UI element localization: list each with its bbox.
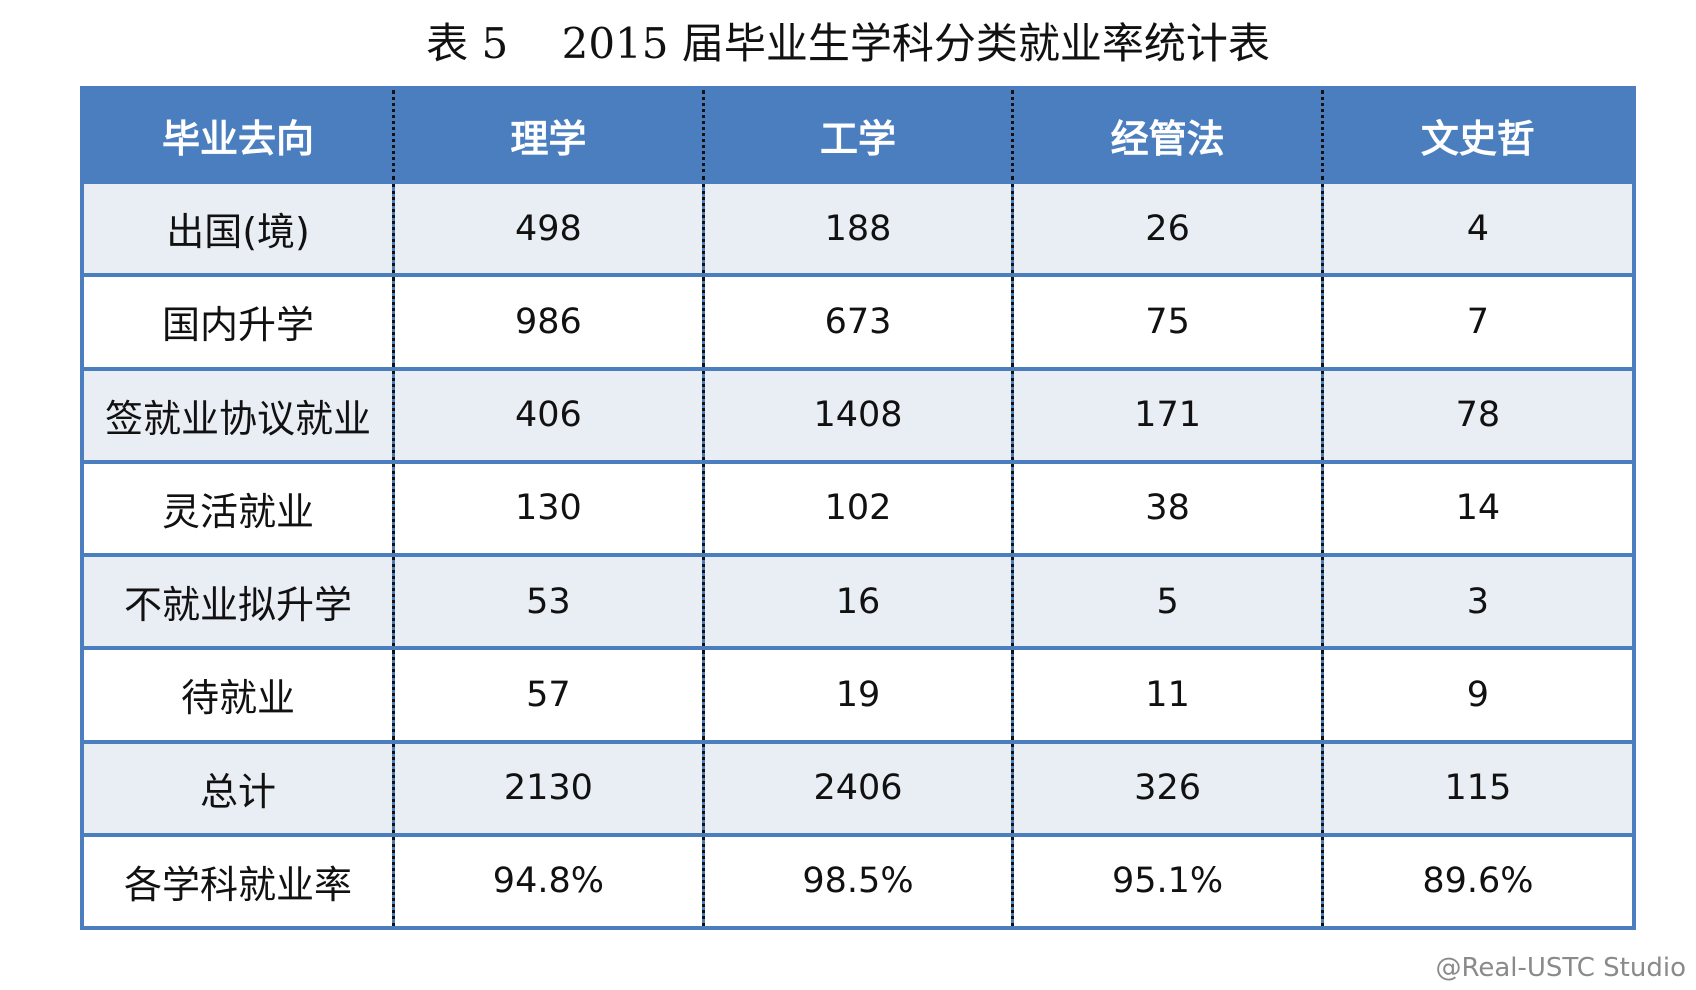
row-label: 待就业 <box>84 646 394 742</box>
table-row: 不就业拟升学 53 16 5 3 <box>84 552 1632 649</box>
table-cell: 3 <box>1320 552 1632 649</box>
header-row: 毕业去向 理学 工学 经管法 文史哲 <box>84 90 1632 184</box>
table-cell: 95.1% <box>1011 832 1323 926</box>
studio-watermark: @Real-USTC Studio <box>1435 953 1686 983</box>
table-row: 总计 2130 2406 326 115 <box>84 739 1632 835</box>
header-econ-mgmt-law: 经管法 <box>1011 90 1323 184</box>
table-cell: 75 <box>1011 273 1323 369</box>
header-humanities: 文史哲 <box>1320 90 1632 184</box>
row-label: 签就业协议就业 <box>84 366 394 462</box>
row-label: 国内升学 <box>84 273 394 369</box>
table-row: 出国(境) 498 188 26 4 <box>84 179 1632 276</box>
table-cell: 94.8% <box>392 832 704 926</box>
header-engineering: 工学 <box>701 90 1013 184</box>
table-row: 待就业 57 19 11 9 <box>84 646 1632 742</box>
table-cell: 2130 <box>392 739 704 835</box>
table-cell: 26 <box>1011 179 1323 276</box>
table-cell: 171 <box>1011 366 1323 462</box>
table-cell: 4 <box>1320 179 1632 276</box>
table-cell: 14 <box>1320 459 1632 555</box>
row-label: 不就业拟升学 <box>84 552 394 649</box>
table-row: 各学科就业率 94.8% 98.5% 95.1% 89.6% <box>84 832 1632 926</box>
table-cell: 673 <box>701 273 1013 369</box>
stats-table-frame: 毕业去向 理学 工学 经管法 文史哲 出国(境) 498 188 26 4 国内… <box>80 86 1636 930</box>
row-label: 各学科就业率 <box>84 832 394 926</box>
employment-stats-table: 毕业去向 理学 工学 经管法 文史哲 出国(境) 498 188 26 4 国内… <box>84 90 1632 926</box>
header-science: 理学 <box>392 90 704 184</box>
table-cell: 986 <box>392 273 704 369</box>
table-cell: 89.6% <box>1320 832 1632 926</box>
header-destination: 毕业去向 <box>84 90 394 184</box>
table-cell: 53 <box>392 552 704 649</box>
table-cell: 7 <box>1320 273 1632 369</box>
table-cell: 406 <box>392 366 704 462</box>
table-cell: 57 <box>392 646 704 742</box>
table-cell: 11 <box>1011 646 1323 742</box>
table-title: 表 5 2015 届毕业生学科分类就业率统计表 <box>426 19 1270 68</box>
table-cell: 5 <box>1011 552 1323 649</box>
table-cell: 115 <box>1320 739 1632 835</box>
table-cell: 498 <box>392 179 704 276</box>
table-cell: 1408 <box>701 366 1013 462</box>
table-cell: 130 <box>392 459 704 555</box>
table-cell: 102 <box>701 459 1013 555</box>
table-cell: 78 <box>1320 366 1632 462</box>
row-label: 总计 <box>84 739 394 835</box>
table-cell: 2406 <box>701 739 1013 835</box>
table-cell: 19 <box>701 646 1013 742</box>
row-label: 出国(境) <box>84 179 394 276</box>
table-cell: 38 <box>1011 459 1323 555</box>
table-cell: 9 <box>1320 646 1632 742</box>
table-cell: 16 <box>701 552 1013 649</box>
table-row: 灵活就业 130 102 38 14 <box>84 459 1632 555</box>
table-cell: 98.5% <box>701 832 1013 926</box>
table-row: 签就业协议就业 406 1408 171 78 <box>84 366 1632 462</box>
row-label: 灵活就业 <box>84 459 394 555</box>
table-row: 国内升学 986 673 75 7 <box>84 273 1632 369</box>
table-cell: 188 <box>701 179 1013 276</box>
table-cell: 326 <box>1011 739 1323 835</box>
